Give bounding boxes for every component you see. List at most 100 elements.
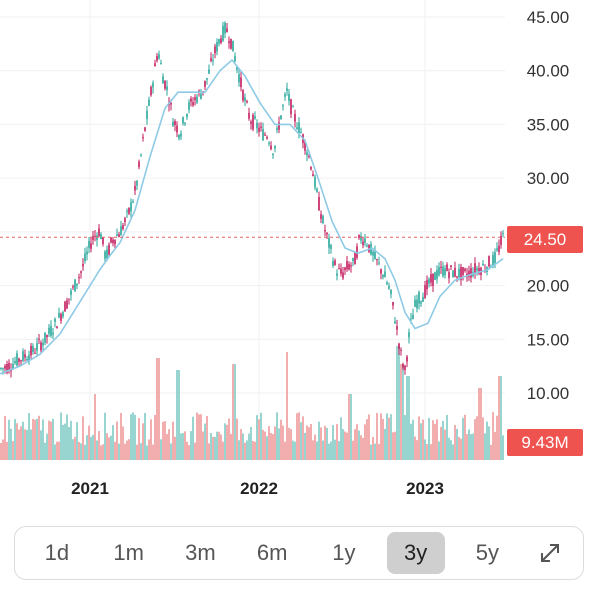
candle-body <box>444 268 446 276</box>
volume-bar <box>368 414 370 460</box>
candle-body <box>390 289 392 295</box>
volume-bar <box>80 443 82 460</box>
candle-body <box>366 245 368 247</box>
candle-body <box>176 125 178 133</box>
range-button-3m[interactable]: 3m <box>185 540 216 565</box>
volume-bar <box>180 433 182 460</box>
volume-bar <box>28 413 30 460</box>
volume-bar <box>128 439 130 460</box>
candle-body <box>116 234 118 236</box>
volume-bar <box>30 429 32 460</box>
candle-body <box>166 86 168 90</box>
candle-body <box>132 201 134 203</box>
candle-body <box>290 99 292 114</box>
volume-bar <box>484 433 486 460</box>
candle-body <box>308 155 310 157</box>
candle-body <box>248 112 250 119</box>
candle-body <box>498 245 500 253</box>
candle-body <box>430 274 432 283</box>
volume-bar <box>42 419 44 460</box>
volume-bar <box>114 441 116 460</box>
candle-body <box>184 122 186 124</box>
candle-body <box>240 77 242 88</box>
candle-body <box>52 332 54 335</box>
range-button-6m[interactable]: 6m <box>256 540 288 565</box>
candle-body <box>414 299 416 307</box>
candle-body <box>208 69 210 74</box>
volume-bar <box>168 429 170 460</box>
volume-bar <box>498 376 500 460</box>
candle-body <box>144 127 146 131</box>
candle-body <box>376 259 378 261</box>
grid-lines <box>0 0 505 462</box>
candle-body <box>188 102 190 110</box>
volume-bar <box>470 434 472 460</box>
volume-bar <box>438 441 440 460</box>
volume-bar <box>60 412 62 460</box>
volume-bar <box>386 413 388 460</box>
volume-bar <box>2 439 4 460</box>
range-button-3y[interactable]: 3y <box>386 532 445 574</box>
volume-bar <box>414 436 416 460</box>
volume-bar <box>226 424 228 460</box>
range-button-5y[interactable]: 5y <box>475 540 499 565</box>
volume-bar <box>232 364 234 460</box>
candle-body <box>62 312 64 317</box>
candle-body <box>420 301 422 304</box>
volume-bar <box>326 427 328 460</box>
candle-body <box>404 365 406 370</box>
volume-bar <box>496 415 498 460</box>
volume-bar <box>364 424 366 460</box>
volume-bar <box>280 419 282 460</box>
candle-body <box>388 285 390 289</box>
volume-bar <box>460 438 462 460</box>
candle-body <box>250 121 252 124</box>
volume-bar <box>410 423 412 460</box>
volume-bar <box>254 441 256 460</box>
volume-bar <box>206 416 208 460</box>
candle-body <box>94 235 96 237</box>
volume-bar <box>244 442 246 460</box>
candle-body <box>394 321 396 324</box>
volume-bar <box>204 423 206 460</box>
candle-body <box>428 279 430 284</box>
volume-bar <box>312 440 314 460</box>
volume-bar <box>468 429 470 460</box>
volume-bar <box>400 364 402 460</box>
volume-bar <box>392 432 394 460</box>
volume-bar <box>88 425 90 460</box>
candle-body <box>312 174 314 177</box>
candle-body <box>502 233 504 235</box>
volume-bar <box>20 426 22 460</box>
candle-body <box>84 253 86 262</box>
volume-bar <box>404 415 406 460</box>
volume-bar <box>208 443 210 460</box>
range-button-1y[interactable]: 1y <box>332 540 356 565</box>
y-tick-label: 15.00 <box>527 330 570 349</box>
range-button-1d[interactable]: 1d <box>44 540 70 565</box>
candle-body <box>436 270 438 280</box>
range-button-1m[interactable]: 1m <box>113 540 144 565</box>
candle-body <box>162 76 164 84</box>
volume-bar <box>500 376 502 460</box>
volume-bar <box>482 417 484 460</box>
volume-bar <box>240 429 242 460</box>
candle-body <box>126 211 128 213</box>
volume-bar <box>76 422 78 460</box>
candle-body <box>482 263 484 266</box>
expand-diagonal-icon[interactable] <box>530 532 570 574</box>
volume-bar <box>166 434 168 460</box>
candle-body <box>382 275 384 278</box>
volume-bar <box>428 417 430 460</box>
candle-body <box>80 271 82 273</box>
volume-bar <box>34 419 36 460</box>
volume-bar <box>256 415 258 460</box>
candle-body <box>438 267 440 276</box>
candle-body <box>326 232 328 235</box>
candle-body <box>140 154 142 156</box>
volume-bar <box>222 441 224 460</box>
volume-bar <box>314 434 316 460</box>
price-chart[interactable]: 45.0040.0035.0030.0025.0020.0015.0010.00… <box>0 0 600 510</box>
volume-bar <box>18 429 20 460</box>
